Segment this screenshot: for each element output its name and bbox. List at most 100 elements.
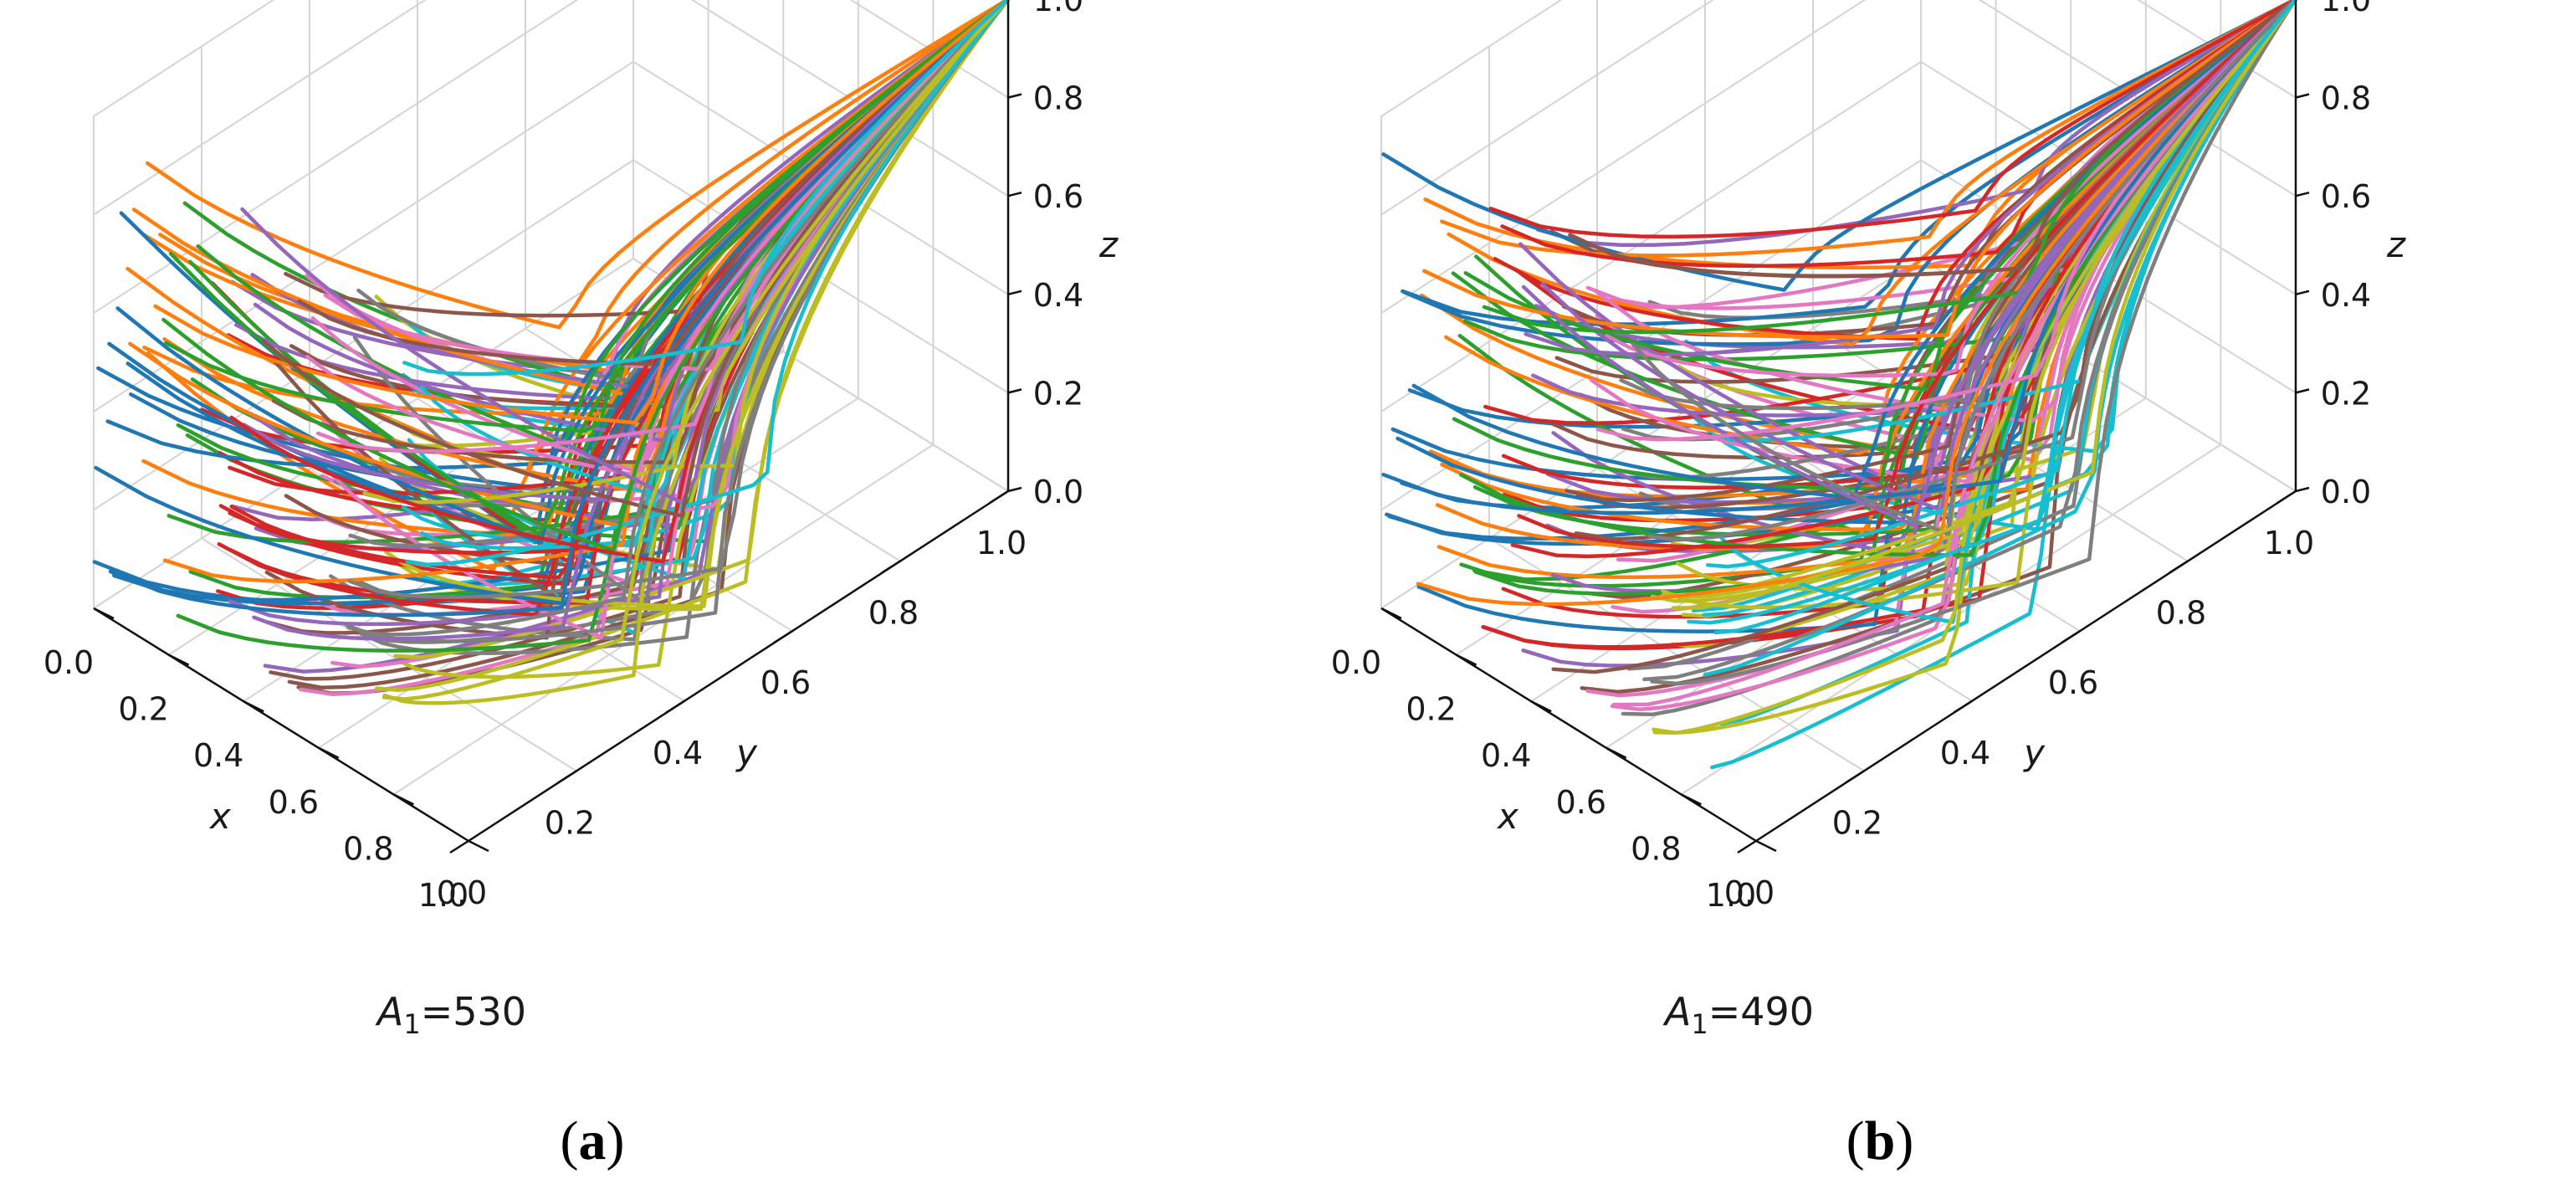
trajectory-line	[1687, 0, 2298, 625]
z-tick-label: 1.0	[2321, 0, 2371, 18]
x-tick	[1530, 700, 1552, 713]
grid-line	[201, 537, 577, 772]
y-tick	[449, 839, 469, 854]
trajectory-line	[1488, 0, 2298, 239]
z-axis-label: z	[1099, 224, 1119, 265]
y-tick	[557, 770, 577, 784]
trajectory-line	[382, 0, 1011, 705]
grid-line	[1978, 0, 2297, 197]
y-tick-label: 0.8	[868, 595, 919, 632]
grid-line	[93, 159, 634, 511]
x-tick-label: 0.2	[118, 691, 168, 728]
trajectory-line	[1521, 0, 2298, 527]
y-tick-label: 0.8	[2156, 595, 2206, 632]
x-tick	[1755, 839, 1777, 853]
trajectory-line	[1517, 0, 2298, 549]
x-tick	[1606, 746, 1627, 759]
trajectory-line	[315, 0, 1011, 454]
x-tick-label: 0.6	[1556, 784, 1606, 821]
x-axis-line	[1380, 607, 1757, 843]
z-tick	[1007, 486, 1022, 493]
z-tick-label: 0.0	[2321, 474, 2371, 510]
y-tick	[2061, 630, 2081, 644]
trajectory-line	[305, 0, 1011, 478]
trajectory-line	[1631, 0, 2298, 536]
trajectory-line	[1381, 0, 2298, 515]
y-tick	[2169, 560, 2189, 574]
trajectory-line	[1670, 0, 2298, 550]
parameter-label-b: A1=490	[1662, 989, 1814, 1040]
y-tick	[1845, 770, 1865, 784]
y-tick	[881, 560, 901, 574]
trajectory-line	[405, 0, 1011, 567]
parameter-label-a: A1=530	[375, 989, 526, 1040]
grid-line	[93, 0, 579, 315]
z-tick-label: 0.2	[2321, 375, 2371, 412]
trajectory-line	[1411, 0, 2298, 500]
x-tick-label: 1.0	[418, 877, 469, 914]
z-tick	[1007, 388, 1022, 394]
grid-line	[690, 0, 1009, 197]
z-tick	[1007, 290, 1022, 296]
x-tick	[318, 746, 340, 759]
trajectory-line	[1535, 0, 2298, 248]
z-tick	[1007, 93, 1022, 99]
trajectory-line	[1500, 0, 2298, 269]
z-tick	[2295, 191, 2310, 197]
trajectory-line	[393, 0, 1011, 659]
trajectory-line	[1568, 0, 2298, 279]
trajectory-line	[284, 0, 1011, 318]
y-tick	[989, 489, 1009, 505]
x-tick-label: 0.0	[1331, 644, 1381, 681]
grid-line	[1380, 0, 1867, 315]
grid-line	[1380, 258, 1922, 609]
x-tick-label: 0.0	[44, 644, 94, 681]
z-tick-label: 0.4	[2321, 277, 2371, 314]
trajectory-line	[153, 0, 1011, 425]
y-tick	[2276, 489, 2297, 505]
plot-3d-b: 0.00.20.40.60.81.00.00.20.40.60.81.00.00…	[1331, 0, 2406, 1171]
trajectory-line	[384, 0, 1011, 608]
trajectory-line	[1540, 0, 2298, 513]
z-tick	[2295, 486, 2310, 493]
x-tick-label: 0.2	[1406, 691, 1456, 728]
grid-line	[93, 0, 427, 216]
trajectory-line	[1661, 0, 2298, 599]
y-tick	[1737, 839, 1757, 854]
y-tick	[773, 630, 793, 644]
grid-line	[1380, 0, 1563, 117]
trajectory-line	[1605, 0, 2298, 378]
y-tick	[1953, 700, 1973, 714]
x-tick	[468, 839, 489, 853]
grid-line	[93, 0, 275, 117]
x-tick-label: 1.0	[1706, 877, 1756, 914]
x-tick	[243, 700, 264, 713]
y-axis-label: y	[2022, 732, 2046, 773]
z-tick	[2295, 388, 2310, 394]
z-tick	[2295, 290, 2310, 296]
trajectory-line	[145, 0, 1011, 330]
trajectory-line	[158, 0, 1011, 381]
z-tick	[1007, 191, 1022, 197]
x-tick-label: 0.4	[193, 737, 243, 774]
x-axis-label: x	[208, 796, 232, 837]
x-tick	[1380, 607, 1402, 620]
z-axis-label: z	[2386, 224, 2406, 265]
trajectory-line	[1703, 0, 2298, 677]
y-tick-label: 0.2	[1832, 804, 1882, 841]
z-tick-label: 0.8	[2321, 80, 2371, 117]
y-tick-label: 0.6	[761, 664, 811, 701]
x-tick-label: 0.8	[343, 830, 393, 867]
z-tick-label: 0.2	[1033, 375, 1083, 412]
trajectory-line	[1422, 0, 2298, 340]
grid-line	[1380, 159, 1922, 511]
trajectory-line	[164, 0, 1011, 433]
x-tick	[1456, 654, 1477, 666]
x-tick-label: 0.6	[269, 784, 319, 821]
x-axis-line	[93, 607, 469, 843]
trajectory-line	[358, 0, 1011, 655]
y-axis-label: y	[735, 732, 758, 773]
trajectory-line	[1611, 0, 2298, 707]
z-tick	[2295, 93, 2310, 99]
trajectory-line	[108, 0, 1011, 618]
